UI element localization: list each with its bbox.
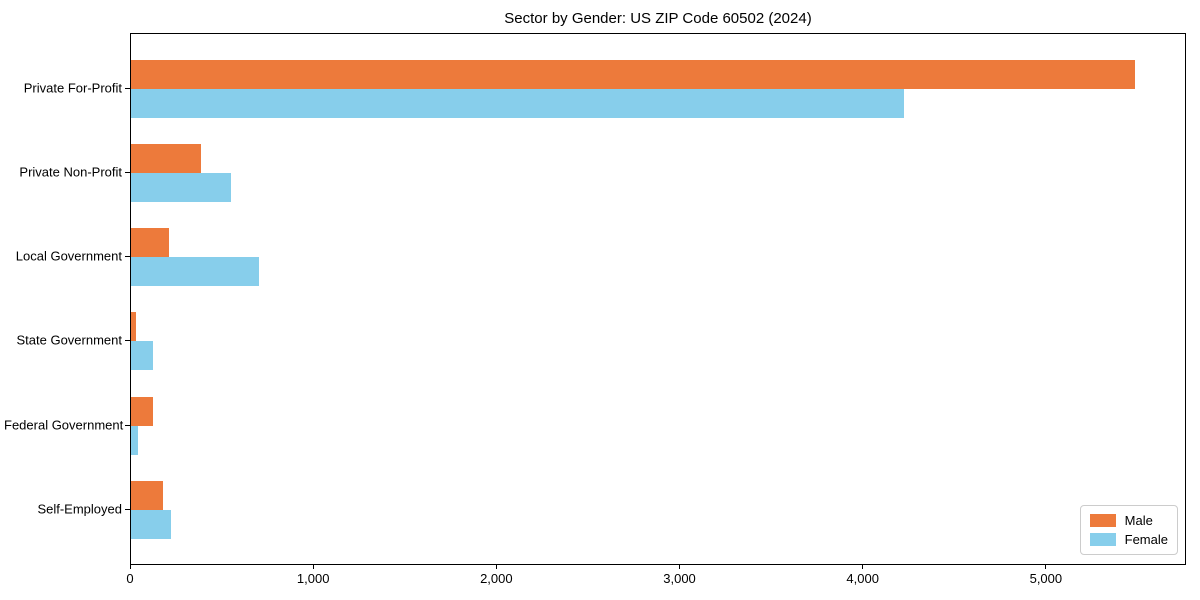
bar-male-self-employed <box>131 480 163 510</box>
y-tick-label-local-government: Local Government <box>15 248 122 264</box>
y-tick-mark <box>125 424 130 426</box>
legend-item-male: Male <box>1089 511 1168 530</box>
x-tick-mark <box>495 565 497 569</box>
legend-swatch-female <box>1089 533 1116 546</box>
bar-male-private-for-profit <box>131 60 1135 89</box>
y-tick-label-self-employed: Self-Employed <box>37 501 122 517</box>
y-tick-mark <box>125 256 130 258</box>
x-tick-label-0: 0 <box>126 571 134 586</box>
x-tick-label-2000: 2,000 <box>480 571 513 586</box>
bar-male-local-government <box>131 228 170 258</box>
y-tick-label-state-government: State Government <box>16 332 123 348</box>
chart-title: Sector by Gender: US ZIP Code 60502 (202… <box>504 10 812 27</box>
bar-male-private-non-profit <box>131 144 202 174</box>
x-tick-mark <box>679 565 681 569</box>
bar-female-local-government <box>131 257 259 287</box>
y-tick-mark <box>125 340 130 342</box>
bar-female-federal-government <box>131 425 139 455</box>
legend-item-female: Female <box>1089 530 1168 549</box>
bar-male-federal-government <box>131 396 153 426</box>
x-tick-label-5000: 5,000 <box>1029 571 1063 586</box>
legend-label-male: Male <box>1124 513 1153 528</box>
y-tick-label-federal-government: Federal Government <box>4 417 124 433</box>
x-tick-mark <box>1045 565 1047 569</box>
bar-female-private-non-profit <box>131 173 231 203</box>
x-tick-label-4000: 4,000 <box>846 571 879 586</box>
bar-female-private-for-profit <box>131 89 905 118</box>
x-tick-mark <box>862 565 864 569</box>
x-tick-label-3000: 3,000 <box>663 571 696 586</box>
legend-swatch-male <box>1089 514 1116 527</box>
legend-label-female: Female <box>1124 532 1168 547</box>
legend: Male Female <box>1079 505 1178 555</box>
bar-female-state-government <box>131 341 153 371</box>
y-tick-label-private-non-profit: Private Non-Profit <box>19 164 122 180</box>
plot-area: Male Female <box>130 33 1186 565</box>
bar-female-self-employed <box>131 509 172 539</box>
y-tick-mark <box>125 172 130 174</box>
x-tick-mark <box>129 565 131 569</box>
y-tick-mark <box>125 508 130 510</box>
x-tick-mark <box>312 565 314 569</box>
y-tick-mark <box>125 88 130 89</box>
y-tick-label-private-for-profit: Private For-Profit <box>23 80 122 96</box>
bar-male-state-government <box>131 312 137 342</box>
x-tick-label-1000: 1,000 <box>296 571 330 586</box>
